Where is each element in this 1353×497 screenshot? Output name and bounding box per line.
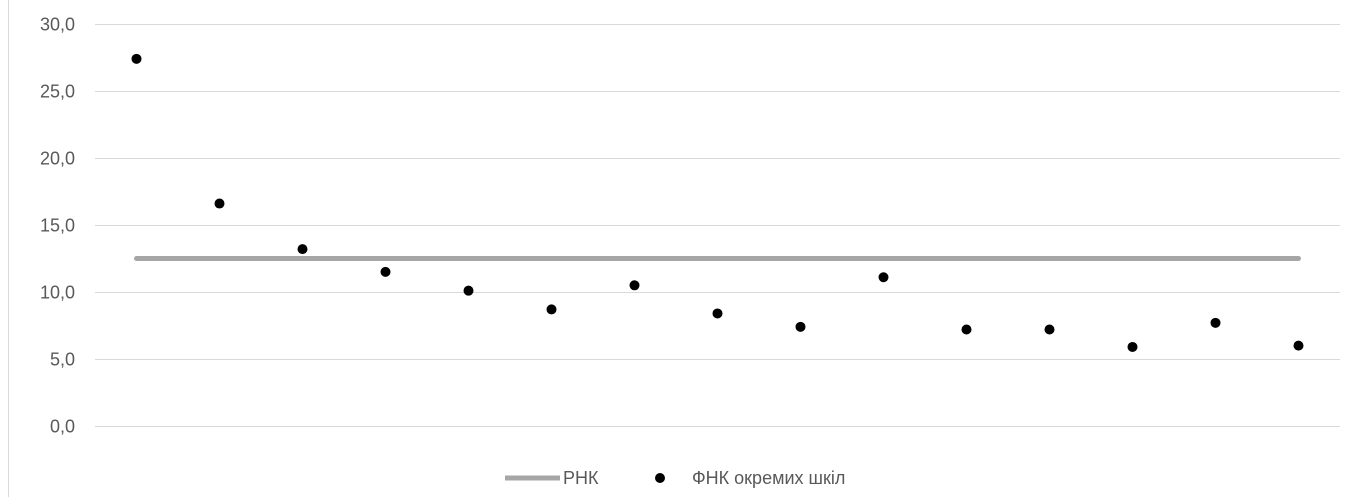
legend: РНК ФНК окремих шкіл bbox=[505, 468, 845, 488]
data-point bbox=[546, 304, 557, 315]
grid-lines bbox=[95, 24, 1340, 427]
data-point bbox=[878, 272, 889, 283]
data-point bbox=[1127, 341, 1138, 352]
y-axis-tick-labels: 0,0 5,0 10,0 15,0 20,0 25,0 30,0 bbox=[40, 15, 75, 437]
series-fnk-group bbox=[131, 53, 1304, 352]
data-point bbox=[297, 244, 308, 255]
data-point bbox=[1210, 317, 1221, 328]
data-point bbox=[214, 198, 225, 209]
y-tick-label: 5,0 bbox=[50, 350, 75, 370]
y-tick-label: 25,0 bbox=[40, 82, 75, 102]
legend-label-fnk: ФНК окремих шкіл bbox=[692, 468, 845, 488]
y-tick-label: 0,0 bbox=[50, 417, 75, 437]
data-point bbox=[1293, 340, 1304, 351]
data-point bbox=[795, 321, 806, 332]
data-point bbox=[131, 53, 142, 64]
legend-swatch-fnk bbox=[655, 473, 665, 483]
data-point bbox=[380, 266, 391, 277]
y-tick-label: 10,0 bbox=[40, 283, 75, 303]
data-point bbox=[712, 308, 723, 319]
data-point bbox=[961, 324, 972, 335]
data-point bbox=[1044, 324, 1055, 335]
legend-label-rnk: РНК bbox=[563, 468, 599, 488]
data-point bbox=[463, 285, 474, 296]
y-tick-label: 20,0 bbox=[40, 149, 75, 169]
data-point bbox=[629, 280, 640, 291]
y-tick-label: 30,0 bbox=[40, 15, 75, 35]
y-tick-label: 15,0 bbox=[40, 216, 75, 236]
